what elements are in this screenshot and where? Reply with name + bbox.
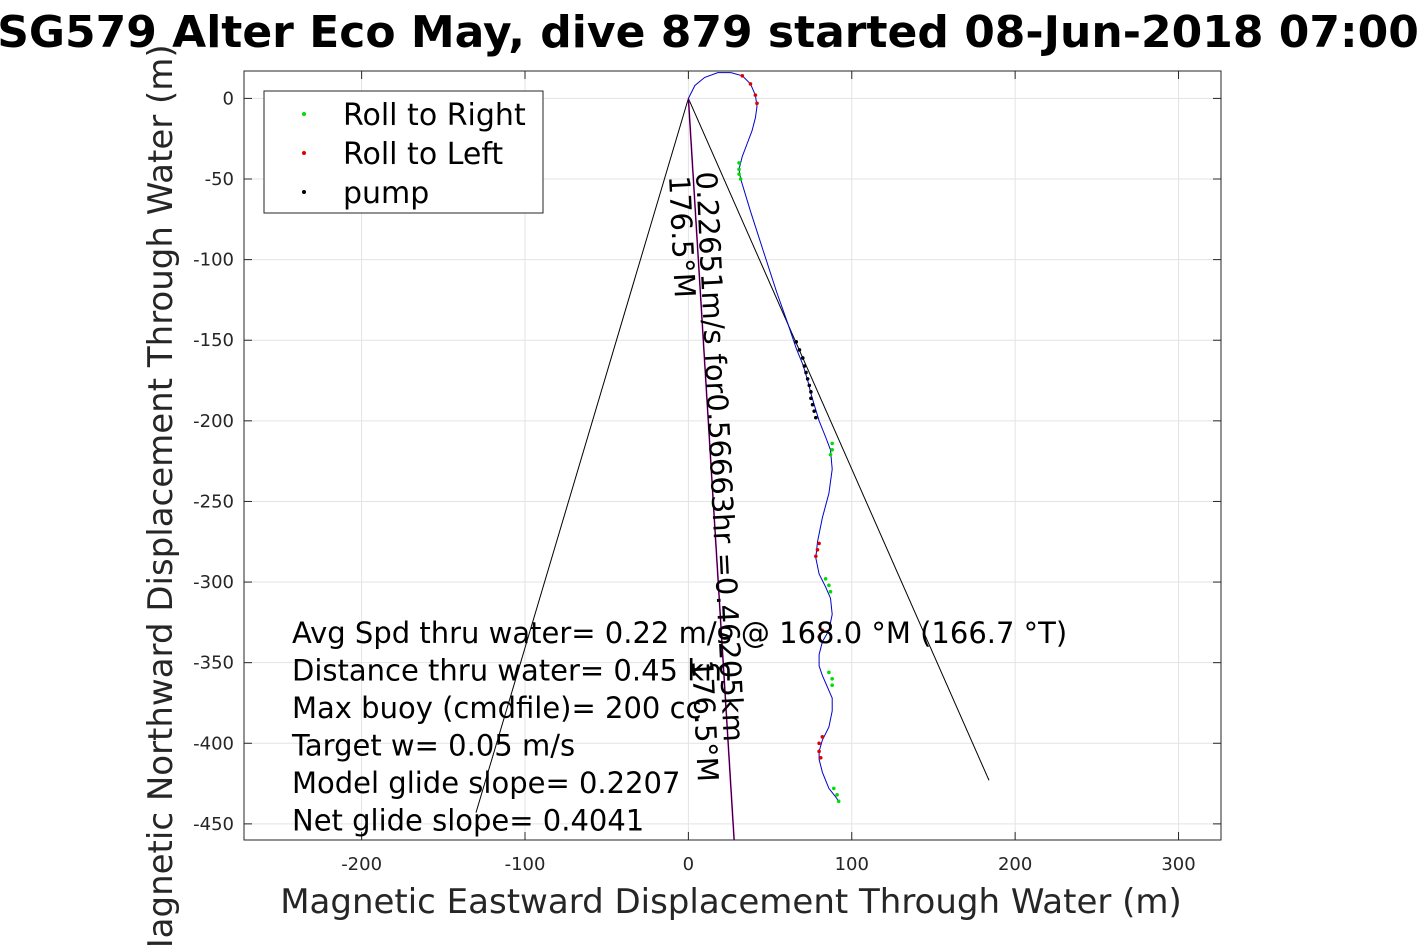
legend-label: pump [343, 176, 429, 211]
y-tick-label: -450 [193, 814, 234, 835]
series-roll-to-left [740, 74, 825, 760]
cone-line [475, 98, 689, 813]
data-point [809, 390, 813, 394]
x-axis-label: Magnetic Eastward Displacement Through W… [280, 882, 1182, 922]
data-point [797, 348, 802, 352]
data-point [737, 172, 741, 176]
series-pump [794, 340, 818, 420]
data-markers [737, 74, 841, 804]
cone-lines [475, 98, 990, 841]
axis-ticks: -200 -100 0 100 200 300 0 -50 -100 -150 -200 -250 -3… [193, 71, 1221, 875]
data-point [830, 683, 834, 688]
y-tick-label: -50 [205, 169, 234, 190]
stats-annotations: Avg Spd thru water= 0.22 m/s @ 168.0 °M … [291, 616, 1067, 838]
track-line [687, 72, 840, 802]
y-tick-label: -250 [193, 491, 234, 512]
data-point [737, 161, 741, 165]
data-point [755, 101, 759, 106]
y-axis-label: Magnetic Northward Displacement Through … [141, 44, 181, 945]
data-point [836, 799, 841, 804]
x-tick-label: 300 [1161, 854, 1195, 875]
data-point [828, 589, 833, 594]
dive-track [687, 72, 840, 802]
data-point [831, 786, 836, 791]
data-point [809, 396, 813, 401]
data-point [828, 452, 833, 457]
legend-label: Roll to Right [343, 98, 526, 133]
data-point [805, 377, 810, 381]
annotation-line: Target w= 0.05 m/s [291, 729, 575, 763]
plot-frame [243, 70, 1222, 841]
data-point [817, 749, 821, 754]
x-tick-label: -100 [505, 854, 546, 875]
series-roll-to-right [737, 161, 841, 804]
data-point [817, 541, 821, 546]
data-point [818, 755, 823, 760]
legend-marker [302, 112, 306, 116]
legend: Roll to Right Roll to Left pump [263, 90, 544, 214]
data-point [817, 635, 821, 639]
y-tick-label: -150 [193, 330, 234, 351]
data-point [814, 554, 818, 559]
y-tick-label: -350 [193, 653, 234, 674]
data-point [748, 82, 753, 86]
annotation-line: Model glide slope= 0.2207 [292, 766, 680, 800]
legend-marker [302, 151, 306, 155]
legend-marker [302, 190, 306, 194]
data-point [830, 676, 834, 681]
data-point [800, 356, 805, 360]
data-point [820, 628, 825, 633]
annotation-line: Avg Spd thru water= 0.22 m/s @ 168.0 °M … [292, 616, 1067, 650]
data-point [738, 177, 743, 181]
data-point [823, 577, 828, 581]
annotation-line: Distance thru water= 0.45 km [292, 654, 732, 688]
data-point [830, 448, 834, 452]
data-point [827, 670, 831, 675]
x-tick-label: 0 [683, 854, 694, 875]
data-point [804, 370, 808, 375]
y-tick-label: -300 [193, 572, 234, 593]
y-tick-label: -400 [193, 733, 234, 754]
data-point [820, 735, 825, 739]
legend-label: Roll to Left [343, 137, 503, 172]
data-point [815, 548, 820, 552]
data-point [810, 402, 815, 407]
chart-title: SG579 Alter Eco May, dive 879 started 08… [0, 7, 1417, 58]
data-point [740, 74, 745, 78]
y-tick-label: 0 [223, 88, 234, 109]
data-point [812, 409, 816, 413]
data-point [794, 340, 799, 344]
x-tick-label: 200 [998, 854, 1032, 875]
data-point [817, 741, 821, 746]
data-point [802, 364, 807, 368]
x-tick-label: -200 [341, 854, 382, 875]
data-point [830, 441, 834, 446]
cone-line [687, 98, 990, 781]
y-tick-label: -200 [193, 411, 234, 432]
data-point [737, 167, 741, 172]
x-tick-label: 100 [835, 854, 869, 875]
annotation-line: Net glide slope= 0.4041 [292, 804, 644, 838]
legend-box [263, 90, 544, 214]
data-point [753, 93, 758, 97]
data-point [814, 415, 818, 420]
diagonal-label: 176.5°M [662, 175, 702, 299]
data-point [807, 383, 812, 388]
grid-lines [244, 71, 1221, 840]
y-tick-label: -100 [193, 250, 234, 271]
diagonal-label: 176.5°M [685, 659, 725, 783]
annotation-line: Max buoy (cmdfile)= 200 cc [292, 691, 701, 725]
heading-line [687, 98, 735, 841]
data-point [835, 793, 839, 797]
data-point [827, 583, 831, 588]
